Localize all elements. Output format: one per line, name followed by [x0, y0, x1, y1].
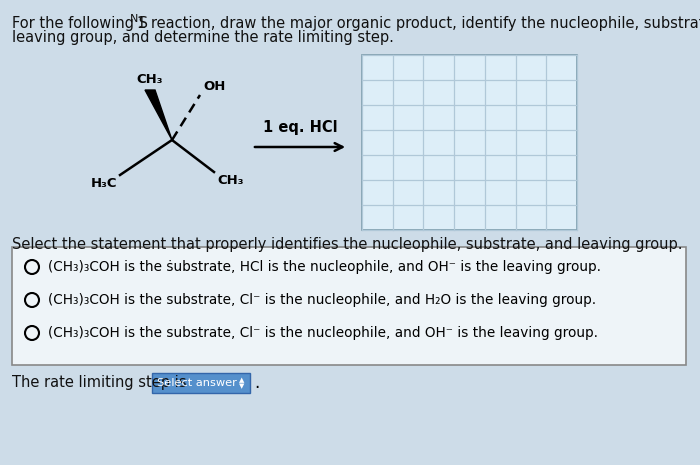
Text: 1 reaction, draw the major organic product, identify the nucleophile, substrate,: 1 reaction, draw the major organic produ… [137, 16, 700, 31]
Text: CH₃: CH₃ [217, 174, 244, 187]
Text: leaving group, and determine the rate limiting step.: leaving group, and determine the rate li… [12, 30, 394, 45]
Bar [12, 247, 686, 365]
Text: Select the statement that properly identifies the nucleophile, substrate, and le: Select the statement that properly ident… [12, 237, 682, 252]
Polygon shape [145, 90, 172, 140]
Text: For the following S: For the following S [12, 16, 148, 31]
Bar [152, 373, 250, 393]
Bar [362, 55, 577, 230]
Text: Select answer: Select answer [157, 378, 237, 388]
Text: The rate limiting step is: The rate limiting step is [12, 375, 186, 390]
Text: (CH₃)₃COH is the substrate, Cl⁻ is the nucleophile, and OH⁻ is the leaving group: (CH₃)₃COH is the substrate, Cl⁻ is the n… [48, 326, 598, 340]
Text: (CH₃)₃COH is the ṡubstrate, HCl is the nucleophile, and OH⁻ is the leaving grou: (CH₃)₃COH is the ṡubstrate, HCl is the … [48, 260, 601, 274]
Text: OH: OH [203, 80, 225, 93]
Text: H₃C: H₃C [90, 177, 117, 190]
Text: CH₃: CH₃ [136, 73, 163, 86]
Text: .: . [254, 374, 259, 392]
Text: 1 eq. HCl: 1 eq. HCl [262, 120, 337, 135]
Text: ▼: ▼ [239, 383, 245, 389]
Text: N: N [130, 14, 139, 24]
Text: (CH₃)₃COH is the substrate, Cl⁻ is the nucleophile, and H₂O is the leaving group: (CH₃)₃COH is the substrate, Cl⁻ is the n… [48, 293, 596, 307]
Text: ▲: ▲ [239, 377, 245, 383]
